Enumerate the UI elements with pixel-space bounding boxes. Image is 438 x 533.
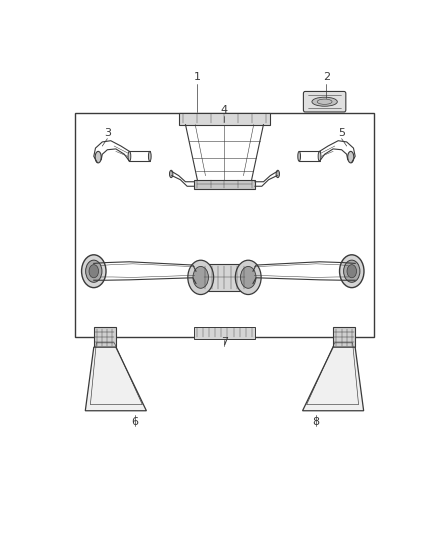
Bar xyxy=(75,113,374,337)
Bar xyxy=(94,327,116,347)
Polygon shape xyxy=(303,347,364,411)
Ellipse shape xyxy=(193,266,208,288)
Text: 3: 3 xyxy=(104,128,111,138)
FancyBboxPatch shape xyxy=(304,92,346,112)
Text: 2: 2 xyxy=(323,72,330,83)
Ellipse shape xyxy=(276,170,279,177)
Ellipse shape xyxy=(128,151,131,161)
Ellipse shape xyxy=(148,151,151,161)
Ellipse shape xyxy=(298,151,300,161)
Text: 5: 5 xyxy=(338,128,345,138)
Text: 1: 1 xyxy=(194,72,201,83)
Ellipse shape xyxy=(81,255,106,288)
Ellipse shape xyxy=(240,266,256,288)
Text: 8: 8 xyxy=(313,417,320,427)
Ellipse shape xyxy=(347,265,357,278)
Ellipse shape xyxy=(339,255,364,288)
Bar xyxy=(179,113,270,125)
Bar xyxy=(194,327,255,339)
Ellipse shape xyxy=(318,151,321,161)
Text: 7: 7 xyxy=(221,337,228,347)
Bar xyxy=(194,180,255,189)
Bar xyxy=(202,264,247,290)
Bar xyxy=(333,327,355,347)
Ellipse shape xyxy=(235,260,261,295)
Text: 6: 6 xyxy=(131,417,138,427)
Ellipse shape xyxy=(344,260,360,282)
Ellipse shape xyxy=(95,151,101,163)
Text: 4: 4 xyxy=(221,105,228,115)
Ellipse shape xyxy=(188,260,214,295)
Ellipse shape xyxy=(348,151,354,163)
Ellipse shape xyxy=(86,260,102,282)
Ellipse shape xyxy=(312,97,337,106)
Ellipse shape xyxy=(170,170,173,177)
Polygon shape xyxy=(85,347,146,411)
Ellipse shape xyxy=(89,265,99,278)
